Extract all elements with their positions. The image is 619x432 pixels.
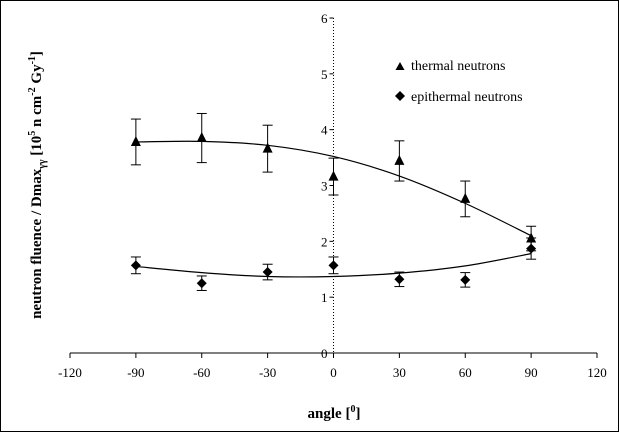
point-series-1-4 (394, 274, 405, 285)
x-axis-title-sup: 0 (350, 404, 355, 415)
point-series-0-0 (130, 135, 141, 146)
y-axis-title-sub: γγ (37, 159, 48, 170)
point-series-1-5 (460, 274, 471, 285)
legend-marker-thermal (395, 62, 405, 70)
x-tick-label-5: 30 (393, 365, 406, 380)
legend-label-thermal: thermal neutrons (411, 59, 505, 74)
point-series-0-1 (196, 132, 207, 143)
point-series-1-3 (328, 260, 339, 271)
legend-marker-epithermal (395, 91, 405, 101)
x-tick-label-7: 90 (525, 365, 538, 380)
x-axis-title: angle [0] (308, 404, 361, 422)
x-tick-label-6: 60 (459, 365, 472, 380)
point-series-0-2 (262, 142, 273, 153)
point-series-0-3 (328, 170, 339, 181)
point-series-1-0 (130, 260, 141, 271)
y-axis-title: neutron fluence / Dmaxγγ [105 n cm-2 Gy-… (27, 51, 48, 319)
x-tick-label-8: 120 (587, 365, 607, 380)
y-tick-label-6: 6 (321, 11, 328, 26)
x-tick-label-2: -60 (193, 365, 210, 380)
point-series-0-4 (394, 154, 405, 165)
y-tick-label-2: 2 (321, 234, 328, 249)
point-series-0-5 (460, 192, 471, 203)
point-series-1-6 (526, 243, 537, 254)
y-tick-label-1: 1 (321, 290, 328, 305)
point-series-1-2 (262, 267, 273, 278)
x-tick-label-1: -90 (127, 365, 144, 380)
x-tick-label-0: -120 (58, 365, 82, 380)
plot-area: -120 -90 -60 -30 0 30 60 90 120 0 1 2 3 4 5 6 (58, 11, 607, 380)
y-tick-label-0: 0 (321, 346, 328, 361)
trend-line-series-1 (135, 253, 532, 278)
y-tick-label-5: 5 (321, 67, 328, 82)
legend-label-epithermal: epithermal neutrons (411, 90, 523, 105)
point-series-1-1 (196, 278, 207, 289)
x-tick-label-4: 0 (330, 365, 337, 380)
x-tick-label-3: -30 (259, 365, 276, 380)
legend: thermal neutrons epithermal neutrons (395, 59, 523, 105)
y-tick-label-3: 3 (321, 179, 328, 194)
y-tick-label-4: 4 (321, 123, 328, 138)
